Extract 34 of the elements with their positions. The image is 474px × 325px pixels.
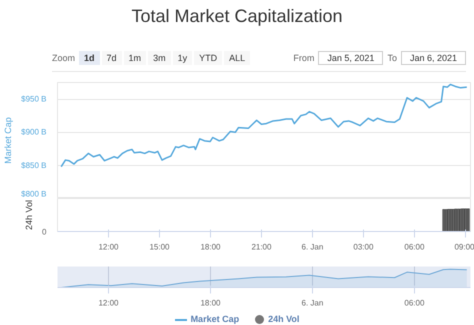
x-tick-label: 6. Jan xyxy=(302,298,324,308)
x-tick-label: 06:00 xyxy=(404,298,425,308)
text: 1d xyxy=(79,50,100,65)
x-tick-label: 21:00 xyxy=(251,242,272,252)
x-tick-label: 03:00 xyxy=(353,242,374,252)
x-tick-label: 09:00 xyxy=(454,242,474,252)
y-tick-label: $800 B xyxy=(21,190,47,198)
text: 1m xyxy=(124,50,146,65)
text: Jan 5, 2021 xyxy=(318,50,384,65)
legend-label: Market Cap xyxy=(190,314,240,324)
text: 3m xyxy=(148,50,171,65)
text: YTD xyxy=(194,50,222,65)
text: 7d xyxy=(102,50,122,65)
x-tick-label: 12:00 xyxy=(98,242,120,252)
text: To xyxy=(387,52,397,63)
text: Jan 6, 2021 xyxy=(400,50,466,65)
y-tick-label: $950 B xyxy=(21,94,47,104)
x-tick-label: 18:00 xyxy=(200,242,222,252)
text: 1y xyxy=(172,50,192,65)
y-axis-title: Market Cap xyxy=(3,117,14,164)
x-tick-label: 15:00 xyxy=(149,242,170,252)
x-tick-label: 06:00 xyxy=(404,242,425,252)
x-tick-label: 18:00 xyxy=(200,298,222,308)
x-tick-label: 12:00 xyxy=(98,298,120,308)
text: Zoom xyxy=(52,52,76,63)
y-tick-label: $850 B xyxy=(21,160,47,170)
text: ALL xyxy=(224,50,250,65)
legend-label: 24h Vol xyxy=(267,314,300,324)
y-tick-label: $900 B xyxy=(21,128,47,137)
chart-title: Total Market Capitalization xyxy=(130,5,344,28)
x-tick-label: 6. Jan xyxy=(302,242,324,252)
y-axis-title: 24h Vol xyxy=(24,200,34,230)
text: 0 xyxy=(42,228,48,236)
text: From xyxy=(293,52,314,63)
